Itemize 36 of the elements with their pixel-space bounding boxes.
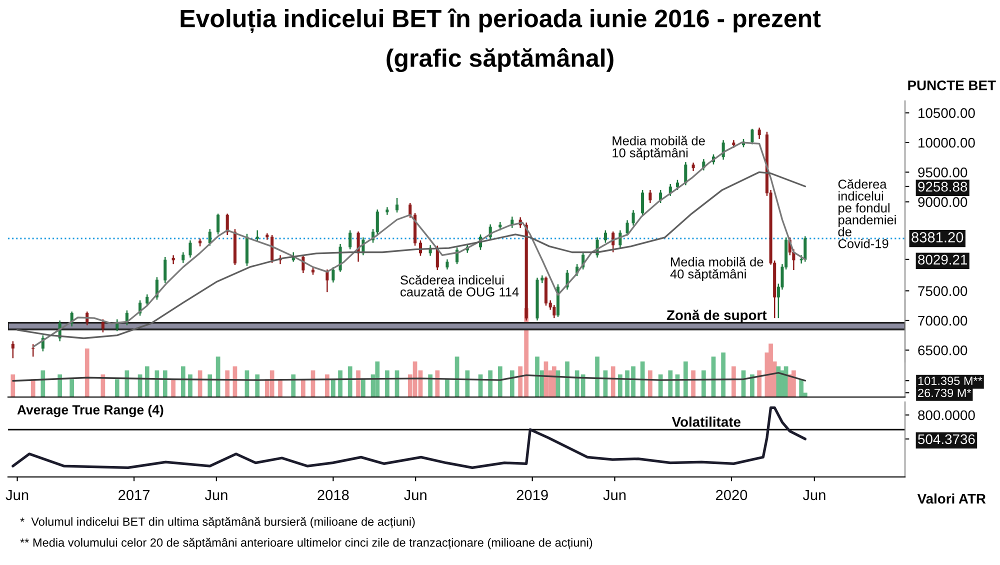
x-tick-label: Jun (6, 490, 28, 500)
x-tick-label: 2020 (716, 490, 748, 500)
band-label: Zonă de suport (666, 310, 767, 323)
y-tick-label: 26.739 M* (918, 388, 972, 398)
y-axis-title: PUNCTE BET (908, 80, 996, 90)
y-tick-label: 800.0000 (918, 410, 975, 420)
x-tick-label: Jun (603, 490, 626, 500)
y-tick-label: 9258.88 (918, 182, 968, 192)
annotation: Scăderea indicelui cauzată de OUG 114 (400, 275, 519, 296)
text: ** Media volumului celor 20 de săptămâni anterioare ultimelor cinci zile de tranzacționare (milioane de acțiuni) (20, 538, 592, 550)
y-tick-label: 8029.21 (918, 254, 968, 265)
x-tick-label: 2019 (516, 490, 548, 500)
y-tick-label: 504.3736 (918, 434, 975, 444)
y-tick-label: 7500.00 (918, 286, 968, 296)
y-axis-title: Valori ATR (917, 493, 986, 504)
y-tick-label: 6500.00 (918, 345, 968, 356)
ref-line-label: Volatilitate (672, 416, 741, 427)
y-tick-label: 9000.00 (918, 197, 968, 207)
y-tick-label: 7000.00 (918, 316, 968, 326)
y-tick-label: 101.395 M** (918, 376, 982, 386)
chart-title: Evoluția indicelui BET în perioada iunie 2016 - prezent (180, 8, 821, 33)
annotation: Media mobilă de 40 săptămâni (670, 256, 764, 282)
y-tick-label: 10500.00 (918, 108, 975, 118)
text: * Volumul indicelui BET din ultima săptămână bursieră (milioane de acțiuni) (20, 517, 415, 528)
annotation: Media mobilă de 10 săptămâni (612, 136, 705, 160)
y-tick-label: 10000.00 (918, 138, 975, 148)
chart-title: Average True Range (4) (17, 404, 164, 418)
annotation: Căderea indicelui pe fondul pandemiei de Covid-19 (838, 179, 896, 248)
x-tick-label: Jun (404, 490, 426, 500)
text: 8381.20 (912, 232, 964, 242)
x-tick-label: Jun (204, 490, 228, 500)
x-tick-label: 2018 (318, 490, 349, 500)
y-tick-label: 9500.00 (918, 167, 968, 178)
chart-subtitle: (grafic săptămânal) (386, 48, 614, 72)
x-tick-label: 2017 (118, 490, 150, 500)
x-tick-label: Jun (802, 490, 826, 500)
